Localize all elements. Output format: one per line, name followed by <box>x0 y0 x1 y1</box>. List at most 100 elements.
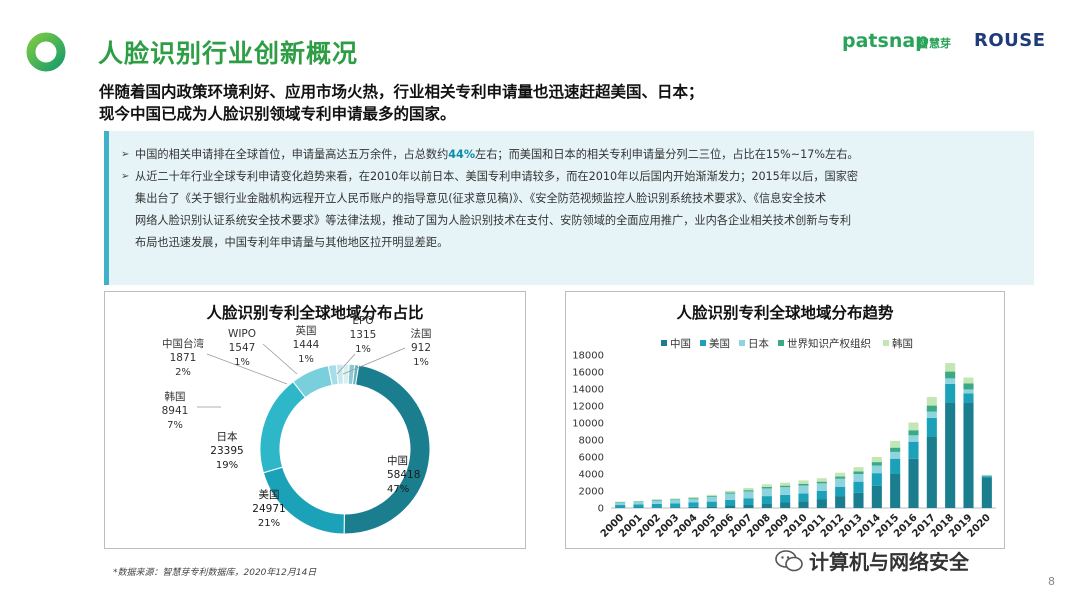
donut-label-percent-英国: 1% <box>298 354 314 365</box>
y-tick-label: 18000 <box>572 351 604 362</box>
bullet-2: ➢ 从近二十年行业全球专利申请变化趋势来看，在2010年以前日本、美国专利申请较… <box>121 166 1020 254</box>
legend-swatch-美国 <box>700 340 706 346</box>
rouse-logo: ROUSE <box>974 30 1046 51</box>
y-tick-label: 10000 <box>572 419 604 430</box>
legend-label-日本: 日本 <box>748 337 769 350</box>
bar-美国-2002 <box>651 503 662 508</box>
donut-label-value-epo: 1315 <box>350 329 377 341</box>
donut-label-percent-美国: 21% <box>258 518 280 529</box>
bar-韩国-2004 <box>688 496 699 498</box>
donut-label-percent-韩国: 7% <box>167 420 183 431</box>
bar-美国-2008 <box>761 496 772 504</box>
bar-美国-2016 <box>908 441 919 459</box>
bar-中国-2014 <box>871 485 882 508</box>
bar-日本-2002 <box>651 500 662 504</box>
bar-中国-2003 <box>670 507 681 508</box>
bar-世界知识产权组织-2008 <box>761 486 772 489</box>
bar-美国-2018 <box>945 383 956 403</box>
donut-label-name-法国: 法国 <box>411 327 432 340</box>
bar-韩国-2011 <box>816 478 827 482</box>
legend-label-世界知识产权组织: 世界知识产权组织 <box>787 337 871 350</box>
bullet-1-highlight: 44% <box>448 148 476 161</box>
donut-label-value-中国台湾: 1871 <box>170 352 197 364</box>
bar-美国-2004 <box>688 502 699 507</box>
bar-世界知识产权组织-2013 <box>853 471 864 474</box>
legend-swatch-中国 <box>661 340 667 346</box>
bar-世界知识产权组织-2007 <box>743 490 754 492</box>
bar-日本-2015 <box>890 451 901 459</box>
patsnap-logo: patsnap <box>842 30 929 52</box>
donut-label-value-英国: 1444 <box>293 339 320 351</box>
bar-韩国-2003 <box>670 498 681 500</box>
bar-日本-2006 <box>725 493 736 500</box>
bar-韩国-2019 <box>963 377 974 384</box>
bar-美国-2011 <box>816 491 827 500</box>
y-tick-label: 0 <box>598 504 604 515</box>
bar-世界知识产权组织-2006 <box>725 492 736 494</box>
legend-label-韩国: 韩国 <box>892 337 913 350</box>
donut-label-percent-日本: 19% <box>216 460 238 471</box>
donut-leader-line-中国台湾 <box>206 353 288 385</box>
bar-中国-2008 <box>761 503 772 508</box>
bar-韩国-2018 <box>945 363 956 372</box>
donut-label-name-wipo: WIPO <box>228 328 256 340</box>
bar-日本-2016 <box>908 435 919 442</box>
donut-label-name-日本: 日本 <box>217 430 238 443</box>
bar-世界知识产权组织-2009 <box>780 485 791 488</box>
bar-日本-2000 <box>615 502 626 506</box>
bullet-1-text-b: 左右；而美国和日本的相关专利申请量分列二三位，占比在15%~17%左右。 <box>475 148 859 161</box>
bar-美国-2003 <box>670 503 681 508</box>
donut-slice-中国 <box>343 364 431 535</box>
bar-日本-2017 <box>926 411 937 418</box>
bar-世界知识产权组织-2016 <box>908 430 919 436</box>
y-tick-label: 14000 <box>572 385 604 396</box>
donut-chart-title: 人脸识别专利全球地域分布占比 <box>206 304 424 322</box>
bar-世界知识产权组织-2004 <box>688 497 699 499</box>
bar-日本-2013 <box>853 474 864 482</box>
bar-世界知识产权组织-2017 <box>926 405 937 412</box>
donut-label-name-中国: 中国 <box>387 454 408 467</box>
page-title: 人脸识别行业创新概况 <box>98 39 359 68</box>
donut-label-percent-wipo: 1% <box>234 357 250 368</box>
donut-label-percent-中国台湾: 2% <box>175 367 191 378</box>
bar-美国-2019 <box>963 393 974 403</box>
bar-日本-2008 <box>761 488 772 497</box>
bar-世界知识产权组织-2015 <box>890 447 901 452</box>
bar-美国-2012 <box>835 486 846 497</box>
bar-世界知识产权组织-2018 <box>945 371 956 379</box>
stacked-bar-chart: 中国 美国 日本 世界知识产权组织 韩国 0 2000 4000 6000 8000 10000 12… <box>572 337 996 540</box>
donut-slice-日本 <box>259 380 307 474</box>
legend-label-中国: 中国 <box>670 337 691 350</box>
arrow-bullet-icon: ➢ <box>121 171 130 182</box>
bar-韩国-2007 <box>743 488 754 491</box>
bar-韩国-2017 <box>926 397 937 406</box>
donut-label-value-中国: 58418 <box>387 469 420 481</box>
bar-中国-2011 <box>816 499 827 508</box>
y-tick-label: 12000 <box>572 402 604 413</box>
data-source-note: *数据来源：智慧芽专利数据库，2020年12月14日 <box>113 568 317 578</box>
bar-日本-2003 <box>670 499 681 504</box>
y-tick-label: 4000 <box>579 470 604 481</box>
y-tick-label: 8000 <box>579 436 604 447</box>
legend-swatch-世界知识产权组织 <box>778 340 784 346</box>
y-tick-label: 2000 <box>579 487 604 498</box>
bullet-2-line-3: 网络人脸识别认证系统安全技术要求》等法律法规，推动了国为人脸识别技术在支付、安防… <box>135 214 852 227</box>
bullet-2-line-2: 集出台了《关于银行业金融机构远程开立人民币账户的指导意见(征求意见稿)》、《安全… <box>135 192 827 205</box>
bar-韩国-2002 <box>651 499 662 500</box>
bar-韩国-2016 <box>908 422 919 431</box>
bar-美国-2017 <box>926 417 937 437</box>
headline-line-2: 现今中国已成为人脸识别领域专利申请最多的国家。 <box>99 105 456 123</box>
donut-label-value-wipo: 1547 <box>229 342 256 354</box>
donut-chart: 中国台湾 1871 2% WIPO 1547 1% 英国 1444 1% EPO 1315 1% 法国 9… <box>162 315 432 535</box>
donut-label-value-法国: 912 <box>411 342 431 354</box>
donut-label-name-韩国: 韩国 <box>165 390 186 403</box>
bar-美国-2010 <box>798 493 809 502</box>
donut-chart-panel: 人脸识别专利全球地域分布占比 中国台湾 1871 2% WIPO 1547 1% 英国 144… <box>104 291 526 549</box>
donut-leader-line-wipo <box>262 343 298 375</box>
donut-label-name-epo: EPO <box>352 315 373 327</box>
bar-日本-2014 <box>871 465 882 474</box>
bar-日本-2018 <box>945 378 956 384</box>
donut-label-name-美国: 美国 <box>259 488 280 501</box>
watermark: 计算机与网络安全 <box>775 546 969 575</box>
page-number: 8 <box>1048 575 1055 588</box>
